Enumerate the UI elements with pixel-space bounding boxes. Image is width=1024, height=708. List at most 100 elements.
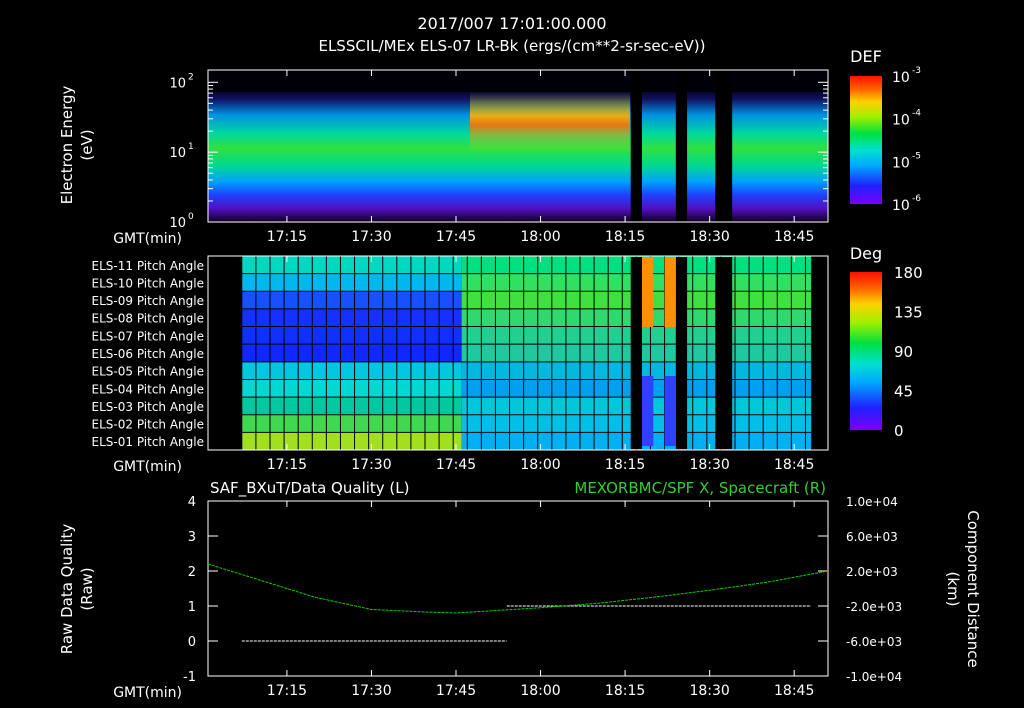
pitch-burst-high xyxy=(642,257,654,327)
deg-tick-label: 135 xyxy=(894,304,923,322)
energy-tick-base: 10 xyxy=(169,76,186,91)
time-tick-label: 17:45 xyxy=(436,229,476,245)
pitch-row-label: ELS-05 Pitch Angle xyxy=(92,365,204,379)
left-tick-label: 2 xyxy=(188,565,196,580)
pitch-cell-early xyxy=(241,308,462,327)
energy-tick-base: 10 xyxy=(169,146,186,161)
left-tick-label: 1 xyxy=(188,600,196,615)
pitch-cell-early xyxy=(241,397,462,415)
quality-title-left: SAF_BXuT/Data Quality (L) xyxy=(210,479,410,498)
deg-tick-label: 90 xyxy=(894,343,913,361)
def-tick-base: 10 xyxy=(892,113,910,129)
time-tick-label: 17:30 xyxy=(351,683,391,699)
energy-tick-exp: 1 xyxy=(188,142,194,152)
left-tick-label: 3 xyxy=(188,530,196,545)
time-axis-label: GMT(min) xyxy=(113,231,182,247)
pitch-row-label: ELS-04 Pitch Angle xyxy=(92,382,204,396)
pitch-burst-low xyxy=(664,376,676,446)
pitch-angle-panel: ELS-11 Pitch Angle ELS-10 Pitch Angle ELS-… xyxy=(92,244,923,451)
right-axis-label-line1: Component Distance xyxy=(964,510,982,667)
time-tick-label: 18:45 xyxy=(774,457,814,473)
time-tick-label: 17:15 xyxy=(267,457,307,473)
def-colorbar xyxy=(850,76,882,204)
time-tick-label: 18:30 xyxy=(689,229,729,245)
right-tick-label: -2.0e+03 xyxy=(846,600,902,614)
pitch-cell-early xyxy=(241,326,462,345)
def-tick-exp: -6 xyxy=(912,194,921,204)
energy-tick-exp: 0 xyxy=(188,212,194,222)
time-tick-label: 18:45 xyxy=(774,229,814,245)
pitch-row-label: ELS-10 Pitch Angle xyxy=(92,276,204,290)
pitch-row-label: ELS-07 Pitch Angle xyxy=(92,329,204,343)
right-tick-label: 1.0e+04 xyxy=(846,495,898,509)
pitch-cell-early xyxy=(241,432,462,450)
time-tick-label: 17:30 xyxy=(351,457,391,473)
plot-subtitle: ELSSCIL/MEx ELS-07 LR-Bk (ergs/(cm**2-sr… xyxy=(318,37,705,55)
pitch-cell-early xyxy=(241,379,462,398)
def-tick-base: 10 xyxy=(892,198,910,214)
pitch-cell-early xyxy=(241,256,462,274)
right-tick-label: 2.0e+03 xyxy=(846,565,898,579)
spectrogram-upper-noise xyxy=(208,70,828,92)
left-axis-label-line1: Raw Data Quality xyxy=(58,524,76,655)
plot-timestamp: 2017/007 17:01:00.000 xyxy=(417,14,606,33)
time-tick-label: 17:45 xyxy=(436,683,476,699)
spectrogram-hot-region xyxy=(470,92,630,152)
right-tick-label: 6.0e+03 xyxy=(846,530,898,544)
time-tick-label: 17:15 xyxy=(267,229,307,245)
left-tick-label: 0 xyxy=(188,635,196,650)
pitch-data-gap xyxy=(715,257,733,449)
time-tick-label: 18:00 xyxy=(520,457,560,473)
pitch-cell-early xyxy=(241,273,462,292)
left-tick-label: -1 xyxy=(183,670,196,685)
pitch-row-label: ELS-11 Pitch Angle xyxy=(92,259,204,273)
right-axis-label-line2: (km) xyxy=(944,571,962,606)
spectrogram-frame xyxy=(207,69,829,223)
pitch-row-label: ELS-08 Pitch Angle xyxy=(92,312,204,326)
quality-title-right: MEXORBMC/SPF X, Spacecraft (R) xyxy=(574,479,826,497)
time-axis-label: GMT(min) xyxy=(113,459,182,475)
energy-axis-label-line1: Electron Energy xyxy=(58,85,76,204)
time-tick-label: 17:30 xyxy=(351,229,391,245)
time-tick-label: 18:45 xyxy=(774,683,814,699)
pitch-cell-early xyxy=(241,414,462,433)
time-tick-label: 18:15 xyxy=(605,457,645,473)
time-tick-label: 18:30 xyxy=(689,457,729,473)
pitch-row-label: ELS-09 Pitch Angle xyxy=(92,294,204,308)
pitch-data-gap xyxy=(630,257,642,449)
def-tick-exp: -4 xyxy=(912,109,921,119)
time-tick-label: 18:00 xyxy=(520,229,560,245)
def-tick-base: 10 xyxy=(892,70,910,86)
pitch-cell-early xyxy=(241,344,462,362)
time-tick-label: 17:15 xyxy=(267,683,307,699)
def-tick-exp: -3 xyxy=(912,66,921,76)
spectrogram-data-gap xyxy=(630,71,642,221)
time-axis-label: GMT(min) xyxy=(113,685,182,701)
deg-tick-label: 0 xyxy=(894,422,904,440)
def-tick-exp: -5 xyxy=(912,151,921,161)
pitch-row-label: ELS-06 Pitch Angle xyxy=(92,347,204,361)
time-tick-label: 17:45 xyxy=(436,457,476,473)
pitch-row-label: ELS-01 Pitch Angle xyxy=(92,435,204,449)
quality-panel: SAF_BXuT/Data Quality (L) MEXORBMC/SPF X… xyxy=(58,479,982,685)
pitch-cell-early xyxy=(241,361,462,380)
deg-tick-label: 45 xyxy=(894,383,913,401)
energy-tick-exp: 2 xyxy=(188,72,194,82)
quality-frame xyxy=(207,500,829,677)
spectrogram-data-gap xyxy=(675,71,688,221)
def-tick-base: 10 xyxy=(892,155,910,171)
pitch-frame xyxy=(207,255,829,451)
def-colorbar-label: DEF xyxy=(850,47,882,66)
pitch-burst-high xyxy=(664,257,676,327)
time-tick-label: 18:30 xyxy=(689,683,729,699)
deg-tick-label: 180 xyxy=(894,264,923,282)
pitch-row-label: ELS-02 Pitch Angle xyxy=(92,418,204,432)
pitch-data-gap xyxy=(675,257,688,449)
deg-colorbar-label: Deg xyxy=(850,244,882,263)
spf-x-line xyxy=(207,563,829,614)
deg-colorbar xyxy=(850,272,882,430)
energy-tick-base: 10 xyxy=(169,216,186,231)
time-tick-label: 18:15 xyxy=(605,683,645,699)
